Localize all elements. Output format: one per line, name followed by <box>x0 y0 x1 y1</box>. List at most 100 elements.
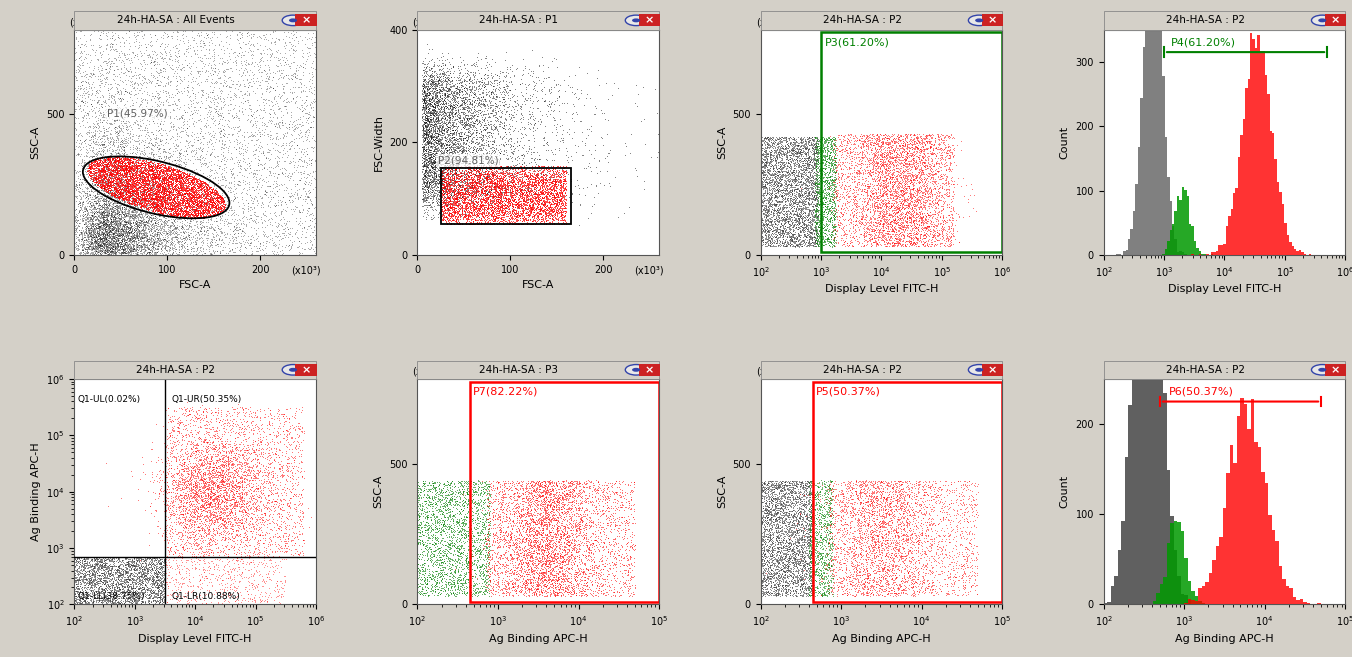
Point <box>223 565 245 576</box>
Point <box>150 143 172 154</box>
Point <box>104 97 126 107</box>
Point <box>158 225 180 235</box>
Point <box>249 491 270 501</box>
Point <box>763 495 784 506</box>
Point <box>82 127 104 137</box>
Point <box>779 227 800 237</box>
Point <box>88 250 110 260</box>
Point <box>146 230 168 240</box>
Point <box>900 191 922 201</box>
Point <box>845 535 867 546</box>
Point <box>799 145 821 156</box>
Point <box>408 581 430 591</box>
Point <box>210 94 231 104</box>
Point <box>88 131 110 141</box>
Point <box>234 434 256 445</box>
Point <box>173 208 195 218</box>
Point <box>906 196 927 206</box>
Point <box>803 163 825 173</box>
Point <box>215 409 237 420</box>
Point <box>894 240 915 250</box>
Point <box>100 246 122 256</box>
Point <box>469 526 491 537</box>
Point <box>176 535 197 545</box>
Point <box>89 234 111 244</box>
Point <box>430 194 452 205</box>
Point <box>521 479 542 489</box>
Point <box>120 99 142 110</box>
Point <box>149 135 170 146</box>
Point <box>489 196 511 207</box>
Point <box>867 560 888 570</box>
Point <box>162 204 184 215</box>
Point <box>485 171 507 181</box>
Point <box>788 204 810 214</box>
Point <box>800 509 822 520</box>
Point <box>73 219 95 229</box>
Point <box>592 486 614 497</box>
Point <box>927 139 949 149</box>
Point <box>544 550 565 560</box>
Point <box>242 120 264 130</box>
Point <box>435 194 457 204</box>
Point <box>105 232 127 242</box>
Point <box>216 526 238 537</box>
Point <box>69 598 91 608</box>
Point <box>776 183 798 193</box>
Point <box>157 210 178 220</box>
Point <box>960 539 982 549</box>
Point <box>445 584 466 595</box>
Point <box>957 493 979 504</box>
Point <box>431 201 453 212</box>
Point <box>419 173 441 184</box>
Point <box>96 207 118 217</box>
Point <box>84 196 105 206</box>
Point <box>226 127 247 138</box>
Point <box>775 562 796 572</box>
Point <box>173 192 195 202</box>
Point <box>763 481 784 491</box>
Point <box>279 497 300 507</box>
Point <box>301 112 323 122</box>
Point <box>154 199 176 210</box>
Point <box>88 560 110 571</box>
Point <box>99 585 120 595</box>
Point <box>104 219 126 230</box>
Point <box>903 586 925 597</box>
Point <box>88 198 110 208</box>
Point <box>918 210 940 221</box>
Point <box>178 195 200 206</box>
Point <box>154 174 176 185</box>
Point <box>445 203 466 214</box>
Point <box>533 577 554 587</box>
Point <box>134 197 155 208</box>
Point <box>234 88 256 99</box>
Point <box>541 501 562 512</box>
Point <box>903 237 925 248</box>
Point <box>168 476 189 487</box>
Point <box>222 489 243 499</box>
Point <box>452 187 473 197</box>
Point <box>416 122 438 132</box>
Point <box>925 143 946 153</box>
Point <box>848 480 869 491</box>
Point <box>80 166 101 177</box>
Point <box>87 172 108 183</box>
Point <box>823 139 845 150</box>
Point <box>487 583 508 594</box>
Point <box>888 212 910 223</box>
Point <box>466 177 488 187</box>
Point <box>168 169 189 179</box>
Point <box>457 189 479 199</box>
Point <box>215 582 237 593</box>
Point <box>856 549 877 559</box>
Point <box>512 166 534 176</box>
Point <box>803 198 825 209</box>
Point <box>863 497 884 508</box>
Point <box>253 45 274 55</box>
Point <box>446 156 468 167</box>
Point <box>441 526 462 536</box>
Point <box>469 568 491 579</box>
Point <box>119 163 141 173</box>
Point <box>416 512 438 522</box>
